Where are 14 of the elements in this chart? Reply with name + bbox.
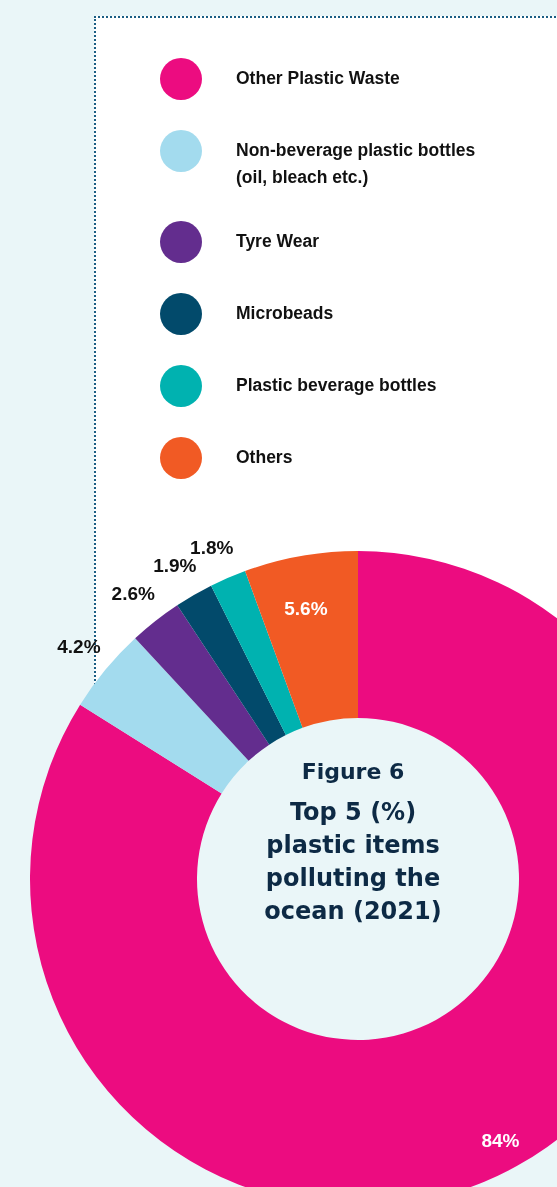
legend-label: Tyre Wear — [236, 230, 320, 253]
data-label: 1.8% — [190, 536, 234, 558]
data-label: 5.6% — [284, 598, 328, 620]
data-label: 4.2% — [57, 636, 101, 658]
legend-label: Non-beverage plastic bottles (oil, bleach etc.) — [236, 139, 477, 189]
text: Top 5 (%) plastic items polluting the ocean (2021) — [263, 797, 443, 927]
legend-label: Microbeads — [236, 302, 335, 325]
legend-label: Others — [236, 446, 294, 469]
data-label: 2.6% — [111, 583, 155, 605]
data-label: 84% — [481, 1129, 520, 1151]
legend-label: Plastic beverage bottles — [236, 374, 438, 397]
data-label: 1.9% — [153, 555, 197, 577]
text: Figure 6 — [300, 759, 406, 784]
legend-label: Other Plastic Waste — [236, 67, 401, 90]
